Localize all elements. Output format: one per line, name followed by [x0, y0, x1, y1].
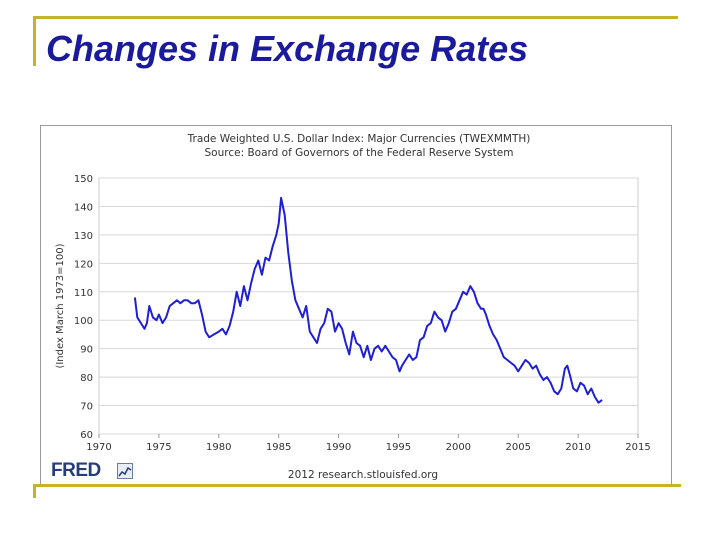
y-tick-label: 60 [80, 430, 93, 441]
x-tick-label: 1995 [386, 442, 411, 453]
y-axis-label: (Index March 1973=100) [55, 243, 66, 368]
series-line-twexmmth [133, 196, 603, 404]
line-chart: Trade Weighted U.S. Dollar Index: Major … [55, 133, 651, 481]
y-tick-label: 70 [80, 402, 93, 413]
x-tick-label: 2005 [505, 442, 530, 453]
trend-chart-icon [117, 463, 133, 479]
x-tick-label: 1970 [86, 442, 111, 453]
y-tick-label: 110 [74, 288, 93, 299]
chart-subtitle: Source: Board of Governors of the Federa… [205, 147, 514, 159]
x-tick-label: 1985 [266, 442, 291, 453]
y-tick-label: 80 [80, 373, 93, 384]
fred-logo[interactable]: FRED [51, 460, 101, 481]
y-tick-label: 90 [80, 345, 93, 356]
y-tick-label: 140 [74, 202, 93, 213]
x-tick-label: 2015 [625, 442, 650, 453]
bottom-accent-rule [33, 484, 681, 487]
y-tick-label: 120 [74, 259, 93, 270]
y-tick-label: 100 [74, 316, 93, 327]
x-tick-label: 1990 [326, 442, 351, 453]
bottom-accent-tick [33, 484, 36, 498]
x-tick-label: 1975 [146, 442, 171, 453]
chart-frame: Trade Weighted U.S. Dollar Index: Major … [40, 125, 672, 487]
chart-title: Trade Weighted U.S. Dollar Index: Major … [187, 133, 531, 145]
top-accent-rule [33, 16, 678, 19]
x-tick-label: 2000 [446, 442, 471, 453]
plot-area [98, 177, 639, 435]
y-tick-label: 130 [74, 231, 93, 242]
y-tick-label: 150 [74, 174, 93, 185]
x-tick-label: 2010 [565, 442, 590, 453]
left-accent-rule [33, 16, 36, 66]
slide-title: Changes in Exchange Rates [46, 28, 529, 69]
chart-footer: 2012 research.stlouisfed.org [288, 469, 438, 481]
x-tick-label: 1980 [206, 442, 231, 453]
